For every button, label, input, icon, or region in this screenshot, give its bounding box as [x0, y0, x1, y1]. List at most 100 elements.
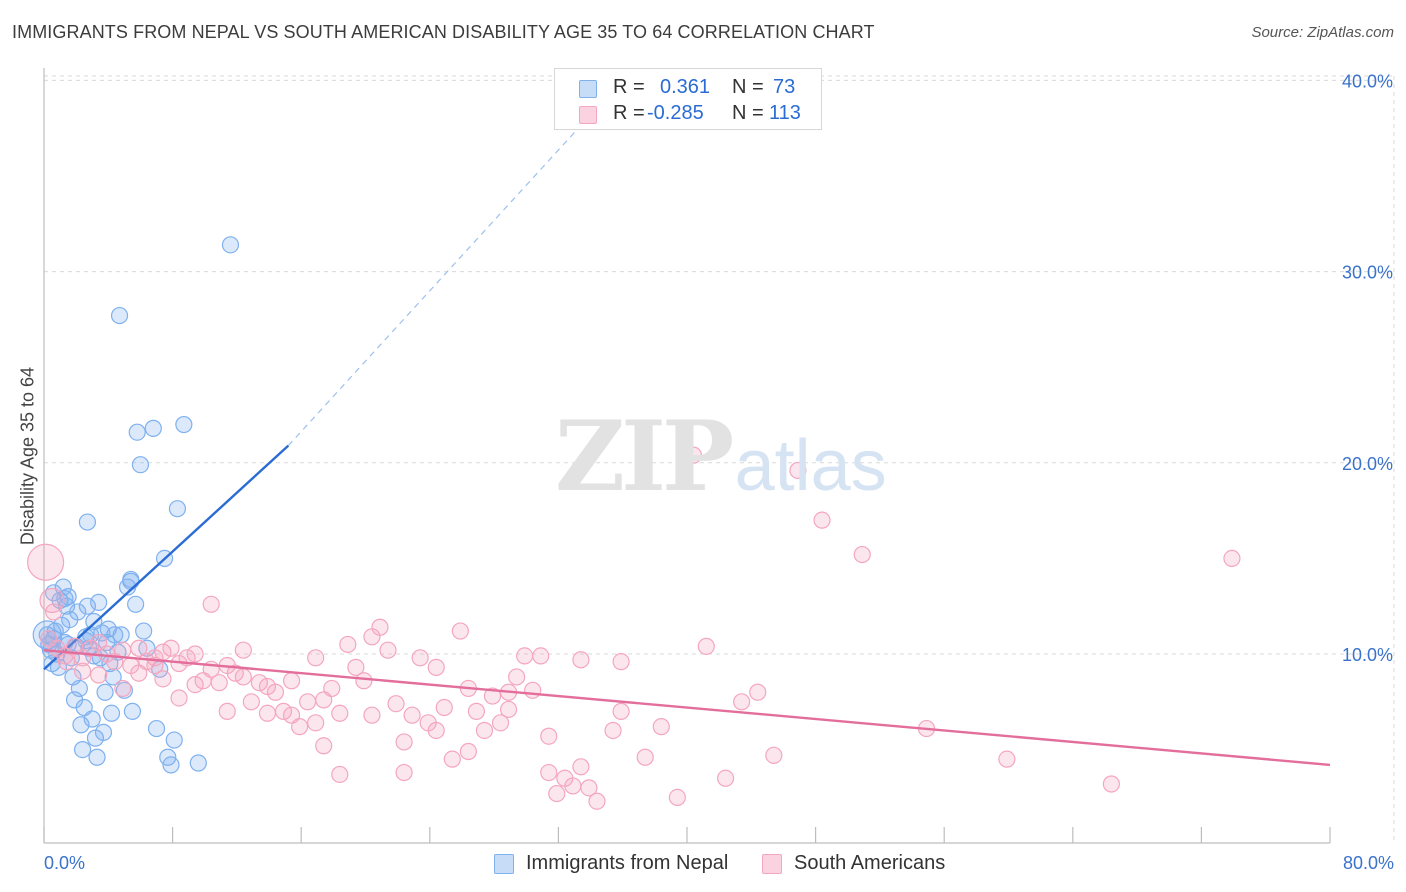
point-south-americans	[716, 769, 735, 787]
point-nepal	[90, 593, 108, 611]
point-south-americans	[580, 779, 598, 797]
trend-line-south-americans	[43, 648, 1331, 767]
legend-swatch-south-americans	[762, 854, 782, 874]
point-south-americans	[170, 689, 188, 707]
point-south-americans	[331, 765, 349, 784]
point-south-americans	[371, 618, 389, 636]
point-nepal	[94, 723, 113, 741]
point-south-americans	[282, 672, 301, 690]
point-nepal	[175, 415, 193, 434]
stats-n-value: 73	[773, 76, 796, 98]
point-south-americans	[186, 645, 204, 663]
stats-row-nepal: R = 0.361 N = 73	[555, 76, 821, 102]
point-nepal	[110, 306, 129, 325]
y-axis-label: Disability Age 35 to 64	[17, 366, 38, 546]
point-south-americans	[588, 792, 606, 810]
point-south-americans	[636, 748, 654, 766]
chart-title: IMMIGRANTS FROM NEPAL VS SOUTH AMERICAN …	[12, 22, 875, 42]
point-south-americans	[540, 763, 558, 782]
point-south-americans	[516, 647, 534, 665]
stats-swatch-nepal	[579, 80, 597, 98]
point-nepal	[147, 719, 166, 738]
point-south-americans	[395, 733, 413, 751]
chart-source: Source: ZipAtlas.com	[1251, 24, 1394, 41]
point-south-americans	[765, 746, 783, 764]
point-nepal	[127, 595, 145, 613]
point-south-americans	[612, 702, 630, 720]
point-nepal	[122, 570, 140, 589]
point-south-americans	[467, 702, 486, 720]
point-south-americans	[323, 679, 341, 698]
point-south-americans	[210, 674, 228, 692]
legend-label-nepal: Immigrants from Nepal	[526, 852, 729, 874]
legend-label-south-americans: South Americans	[794, 852, 946, 874]
point-nepal	[168, 500, 187, 518]
point-south-americans	[733, 693, 751, 711]
point-nepal	[70, 679, 88, 698]
point-south-americans-large	[27, 543, 65, 581]
point-south-americans	[73, 662, 92, 680]
point-nepal	[78, 513, 97, 531]
point-nepal	[78, 597, 97, 615]
legend-swatch-nepal	[494, 854, 514, 874]
point-nepal	[135, 622, 153, 640]
point-nepal	[69, 603, 87, 621]
point-south-americans	[130, 639, 148, 657]
point-south-americans	[250, 674, 269, 692]
point-south-americans	[548, 784, 566, 803]
point-south-americans	[218, 702, 236, 720]
point-south-americans	[186, 675, 204, 694]
point-south-americans	[564, 777, 582, 795]
point-south-americans	[604, 721, 622, 740]
watermark: ZIP atlas	[555, 400, 887, 513]
point-south-americans	[299, 693, 317, 711]
point-south-americans	[697, 637, 715, 655]
point-south-americans	[90, 666, 108, 684]
point-nepal	[144, 419, 162, 437]
point-south-americans	[427, 658, 445, 676]
point-south-americans	[540, 727, 558, 745]
point-south-americans	[379, 641, 397, 659]
point-south-americans	[242, 693, 260, 711]
point-south-americans	[491, 714, 510, 732]
point-south-americans	[395, 763, 413, 782]
point-south-americans	[234, 641, 252, 659]
point-south-americans	[483, 687, 502, 705]
point-nepal	[165, 731, 183, 749]
point-nepal	[96, 683, 114, 701]
point-nepal-large	[32, 620, 62, 650]
point-south-americans	[427, 721, 445, 740]
point-south-americans	[524, 681, 542, 699]
point-south-americans	[1223, 549, 1241, 568]
point-nepal	[85, 612, 103, 631]
trend-line-nepal-extension	[287, 70, 632, 446]
stats-r-label: R =	[613, 76, 645, 98]
point-south-americans	[612, 653, 630, 671]
point-nepal	[112, 626, 130, 644]
point-south-americans	[226, 664, 244, 682]
point-south-americans	[202, 595, 220, 613]
point-south-americans	[443, 750, 461, 768]
stats-r-label: R =	[613, 102, 645, 124]
point-nepal	[123, 702, 142, 720]
stats-r-value: 0.361	[660, 76, 711, 98]
point-nepal	[221, 236, 240, 254]
point-south-americans	[435, 698, 453, 717]
watermark-atlas: atlas	[734, 426, 887, 506]
y-tick-label: 30.0%	[1342, 263, 1393, 283]
point-south-americans	[355, 672, 373, 690]
point-south-americans	[853, 545, 871, 564]
stats-box: R = 0.361 N = 73 R = -0.285 N = 113	[554, 68, 822, 130]
y-tick-label: 10.0%	[1342, 645, 1393, 665]
point-nepal	[162, 756, 180, 774]
point-nepal	[83, 710, 101, 728]
point-south-americans	[1102, 775, 1120, 793]
point-nepal	[88, 748, 106, 766]
y-tick-label: 40.0%	[1342, 71, 1393, 91]
trend-line-nepal	[43, 444, 290, 671]
point-south-americans	[451, 622, 469, 640]
stats-row-south-americans: R = -0.285 N = 113	[555, 102, 821, 128]
point-south-americans	[459, 742, 477, 761]
stats-n-value: 113	[769, 102, 801, 124]
